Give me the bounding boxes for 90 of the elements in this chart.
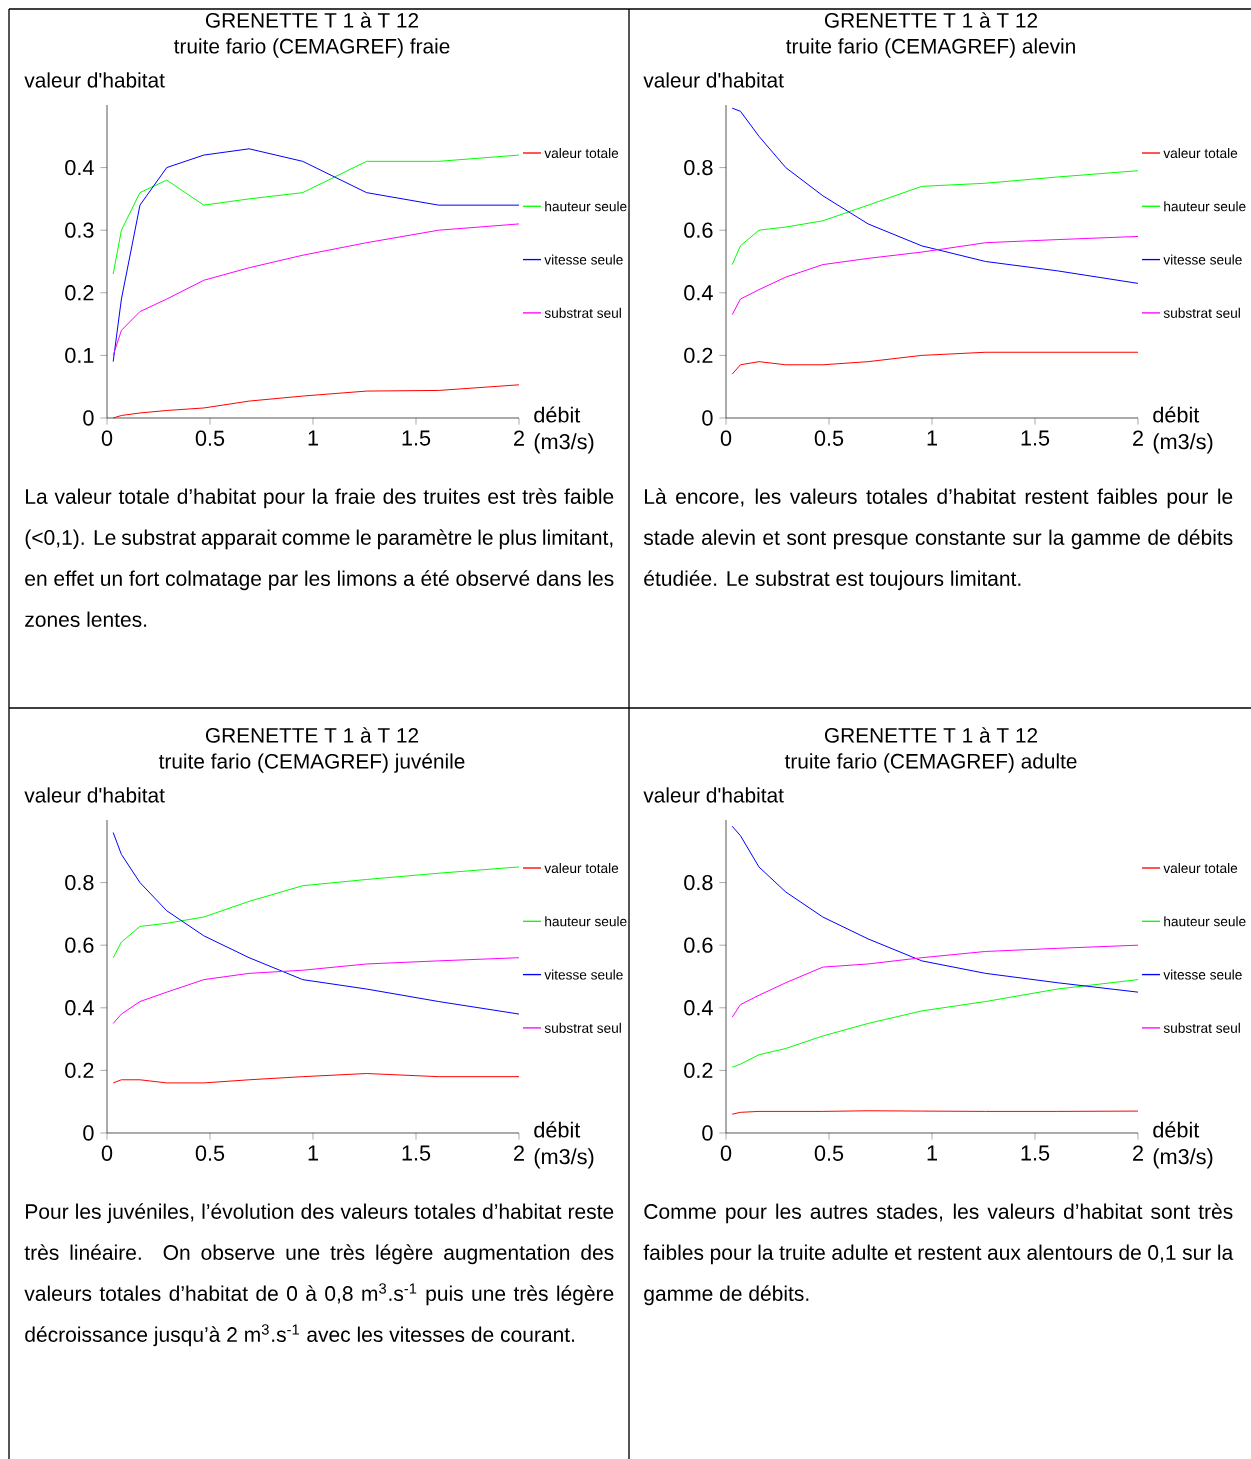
legend-label: valeur totale <box>1163 862 1238 874</box>
legend-label: substrat seul <box>1163 1022 1240 1033</box>
x-tick-label: 0 <box>720 1145 732 1161</box>
x-tick-label: 1 <box>927 430 937 446</box>
x-axis-title: débit (m3/s) <box>534 406 594 454</box>
y-tick-label: 0 <box>83 1125 94 1141</box>
x-axis-title: débit (m3/s) <box>534 1121 594 1169</box>
y-tick-label: 0.2 <box>65 1062 94 1079</box>
y-tick-label: 0 <box>83 410 94 426</box>
legend-label: hauteur seule <box>545 201 627 212</box>
chart-subtitle: truite fario (CEMAGREF) adulte <box>784 753 1077 773</box>
y-tick-label: 0 <box>702 1125 713 1141</box>
y-tick-label: 0.6 <box>684 222 713 238</box>
line-series <box>731 235 1139 316</box>
line-series <box>731 825 1139 993</box>
y-tick-label: 0 <box>702 410 713 426</box>
y-tick-label: 0.4 <box>684 285 713 301</box>
line-series <box>731 979 1139 1068</box>
y-tick-label: 0.4 <box>65 159 94 176</box>
y-tick-label: 0.8 <box>684 874 713 891</box>
x-tick-label: 2 <box>514 1145 524 1161</box>
legend-label: substrat seul <box>544 1022 621 1033</box>
x-tick-label: 2 <box>1133 430 1143 446</box>
x-tick-label: 0 <box>101 1145 113 1161</box>
legend-label: valeur totale <box>544 147 619 159</box>
line-series <box>112 223 520 356</box>
x-tick-label: 1 <box>927 1145 937 1161</box>
x-axis-title: débit (m3/s) <box>1153 1121 1213 1169</box>
line-series <box>112 957 520 1024</box>
x-axis-title: débit (m3/s) <box>1153 406 1213 454</box>
legend-label: hauteur seule <box>1164 201 1246 212</box>
x-tick-label: 0.5 <box>814 430 844 446</box>
chart-title: GRENETTE T 1 à T 12 <box>824 727 1038 743</box>
line-series <box>112 384 520 419</box>
legend-label: substrat seul <box>544 307 621 318</box>
legend-label: vitesse seule <box>1163 254 1242 265</box>
y-axis-title: valeur d'habitat <box>24 787 165 803</box>
legend-label: valeur totale <box>1163 147 1238 159</box>
y-tick-label: 0.6 <box>684 937 713 953</box>
y-tick-label: 0.4 <box>684 1000 713 1016</box>
x-tick-label: 2 <box>514 430 524 446</box>
x-tick-label: 1.5 <box>1021 430 1050 446</box>
legend-label: vitesse seule <box>1163 969 1242 980</box>
x-tick-label: 1.5 <box>1021 1145 1050 1161</box>
legend-label: substrat seul <box>1163 307 1240 318</box>
x-tick-label: 1 <box>308 1145 318 1161</box>
line-series <box>112 832 520 1015</box>
x-tick-label: 0 <box>101 430 113 446</box>
chart-title: GRENETTE T 1 à T 12 <box>205 12 419 28</box>
y-tick-label: 0.6 <box>65 937 94 953</box>
legend-label: hauteur seule <box>545 916 627 927</box>
y-tick-label: 0.2 <box>684 1062 713 1079</box>
chart-title: GRENETTE T 1 à T 12 <box>824 12 1038 28</box>
line-series <box>112 1073 520 1084</box>
line-series <box>112 148 520 363</box>
y-axis-title: valeur d'habitat <box>643 787 784 803</box>
chart-subtitle: truite fario (CEMAGREF) juvénile <box>158 753 465 773</box>
y-tick-label: 0.3 <box>65 222 94 238</box>
x-tick-label: 1 <box>308 430 318 446</box>
text: Pour les juvéniles, l’évolution des valeurs totales d’habitat reste très linéaire. On observe une très légère augmentation des valeurs totales d’habitat de 0 à 0,8 m$^{3}$.s$^{-1}$ puis une très légère décroissance jusqu’à 2 m$^{3}$.s$^{-1}$ avec les vitesses de courant. <box>24 1203 614 1347</box>
line-series <box>112 154 520 275</box>
x-tick-label: 2 <box>1133 1145 1143 1161</box>
chart-subtitle: truite fario (CEMAGREF) fraie <box>173 38 450 58</box>
y-axis-title: valeur d'habitat <box>643 72 784 88</box>
y-axis-title: valeur d'habitat <box>24 72 165 88</box>
chart-title: GRENETTE T 1 à T 12 <box>205 727 419 743</box>
line-series <box>731 944 1139 1018</box>
legend-label: vitesse seule <box>544 969 623 980</box>
y-tick-label: 0.8 <box>684 159 713 176</box>
legend-label: valeur totale <box>544 862 619 874</box>
line-series <box>112 866 520 959</box>
chart-subtitle: truite fario (CEMAGREF) alevin <box>786 38 1075 58</box>
y-tick-label: 0.1 <box>65 347 94 364</box>
x-tick-label: 0.5 <box>814 1145 844 1161</box>
text: La valeur totale d’habitat pour la fraie des truites est très faible (<0,1). Le substrat apparait comme le paramètre le plus limitant, en effet un fort colmatage par les limons a été observé dans les zones lentes. <box>25 488 614 627</box>
x-tick-label: 0.5 <box>195 1145 225 1161</box>
text: Là encore, les valeurs totales d’habitat restent faibles pour le stade alevin et sont presque constante sur la gamme de débits étudiée. Le substrat est toujours limitant. <box>643 488 1233 591</box>
x-tick-label: 1.5 <box>402 1145 431 1161</box>
line-series <box>731 170 1139 266</box>
y-tick-label: 0.2 <box>684 347 713 364</box>
legend-label: hauteur seule <box>1164 916 1246 927</box>
x-tick-label: 1.5 <box>402 430 431 446</box>
x-tick-label: 0.5 <box>195 430 225 446</box>
legend-label: vitesse seule <box>544 254 623 265</box>
x-tick-label: 0 <box>720 430 732 446</box>
y-tick-label: 0.8 <box>65 874 94 891</box>
y-tick-label: 0.2 <box>65 285 94 301</box>
text: Comme pour les autres stades, les valeurs d’habitat sont très faibles pour la truite adulte et restent aux alentours de 0,1 sur la gamme de débits. <box>643 1203 1234 1306</box>
y-tick-label: 0.4 <box>65 1000 94 1016</box>
line-series <box>731 107 1139 284</box>
